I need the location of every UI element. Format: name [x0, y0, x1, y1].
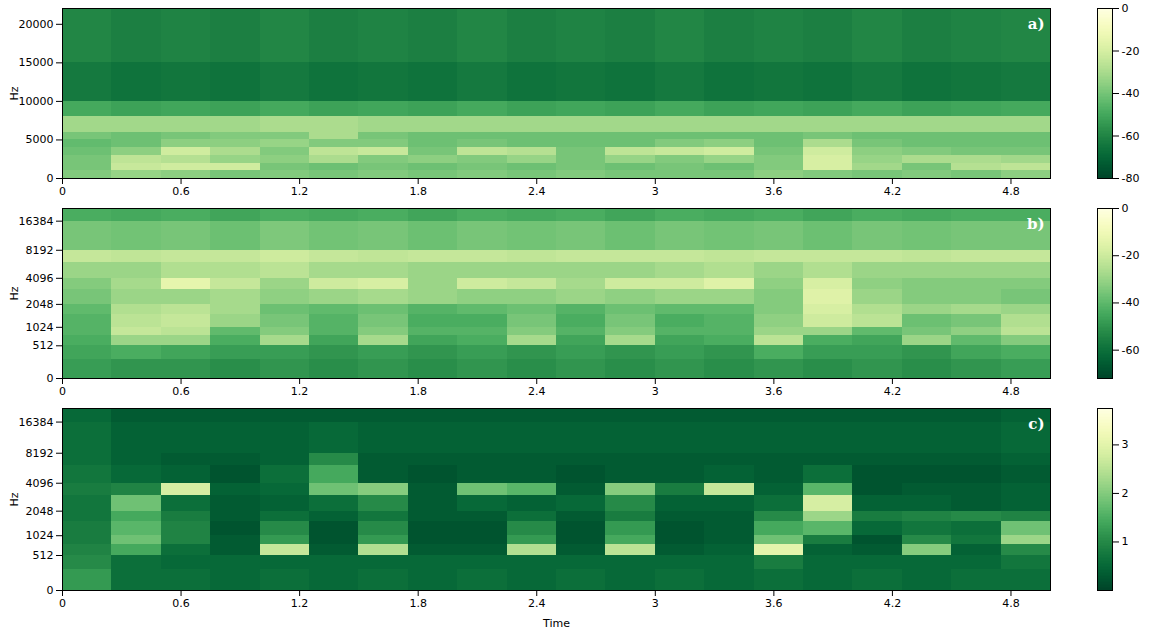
svg-text:0: 0 — [59, 185, 66, 198]
svg-text:Time: Time — [542, 617, 570, 630]
svg-text:4096: 4096 — [26, 477, 54, 490]
svg-text:2048: 2048 — [26, 505, 54, 518]
svg-text:4.8: 4.8 — [1002, 597, 1020, 610]
svg-text:4.2: 4.2 — [884, 597, 902, 610]
svg-text:0: 0 — [1122, 2, 1129, 15]
svg-text:10000: 10000 — [19, 95, 54, 108]
svg-text:8192: 8192 — [26, 447, 54, 460]
svg-text:20000: 20000 — [19, 18, 54, 31]
svg-text:4.8: 4.8 — [1002, 185, 1020, 198]
svg-text:0: 0 — [59, 597, 66, 610]
svg-text:0.6: 0.6 — [172, 185, 190, 198]
svg-text:Hz: Hz — [8, 86, 21, 100]
svg-text:512: 512 — [33, 339, 54, 352]
svg-text:1.2: 1.2 — [291, 185, 309, 198]
svg-text:0: 0 — [47, 172, 54, 185]
svg-text:3: 3 — [652, 185, 659, 198]
svg-text:-80: -80 — [1122, 172, 1140, 185]
svg-text:-20: -20 — [1122, 45, 1140, 58]
svg-text:3.6: 3.6 — [765, 597, 783, 610]
svg-text:-40: -40 — [1122, 87, 1140, 100]
svg-text:2.4: 2.4 — [528, 385, 546, 398]
svg-text:3.6: 3.6 — [765, 385, 783, 398]
svg-text:0.6: 0.6 — [172, 385, 190, 398]
svg-text:1: 1 — [1122, 535, 1129, 548]
svg-text:3: 3 — [652, 385, 659, 398]
svg-text:5000: 5000 — [26, 133, 54, 146]
svg-text:4.2: 4.2 — [884, 185, 902, 198]
svg-text:0: 0 — [47, 372, 54, 385]
svg-text:1024: 1024 — [26, 529, 54, 542]
svg-text:c): c) — [1028, 415, 1044, 433]
svg-text:0: 0 — [1122, 202, 1129, 215]
svg-text:512: 512 — [33, 549, 54, 562]
svg-text:15000: 15000 — [19, 56, 54, 69]
svg-text:3: 3 — [652, 597, 659, 610]
svg-text:3.6: 3.6 — [765, 185, 783, 198]
svg-text:a): a) — [1028, 15, 1045, 33]
svg-text:-60: -60 — [1122, 130, 1140, 143]
svg-text:0: 0 — [59, 385, 66, 398]
svg-text:2: 2 — [1122, 487, 1129, 500]
svg-text:b): b) — [1027, 215, 1045, 233]
svg-text:1.2: 1.2 — [291, 385, 309, 398]
svg-text:1.8: 1.8 — [409, 597, 427, 610]
svg-text:-40: -40 — [1122, 296, 1140, 309]
svg-text:-60: -60 — [1122, 344, 1140, 357]
svg-text:16384: 16384 — [19, 215, 54, 228]
svg-text:4096: 4096 — [26, 272, 54, 285]
svg-text:8192: 8192 — [26, 244, 54, 257]
svg-text:2.4: 2.4 — [528, 185, 546, 198]
svg-text:4.2: 4.2 — [884, 385, 902, 398]
svg-text:4.8: 4.8 — [1002, 385, 1020, 398]
svg-text:3: 3 — [1122, 438, 1129, 451]
svg-text:Hz: Hz — [8, 492, 21, 506]
svg-text:0: 0 — [47, 584, 54, 597]
svg-text:1.2: 1.2 — [291, 597, 309, 610]
svg-text:-20: -20 — [1122, 249, 1140, 262]
svg-text:Hz: Hz — [8, 286, 21, 300]
svg-text:1.8: 1.8 — [409, 185, 427, 198]
svg-text:2.4: 2.4 — [528, 597, 546, 610]
svg-text:2048: 2048 — [26, 298, 54, 311]
svg-text:1024: 1024 — [26, 321, 54, 334]
svg-text:0.6: 0.6 — [172, 597, 190, 610]
svg-text:16384: 16384 — [19, 416, 54, 429]
svg-text:1.8: 1.8 — [409, 385, 427, 398]
